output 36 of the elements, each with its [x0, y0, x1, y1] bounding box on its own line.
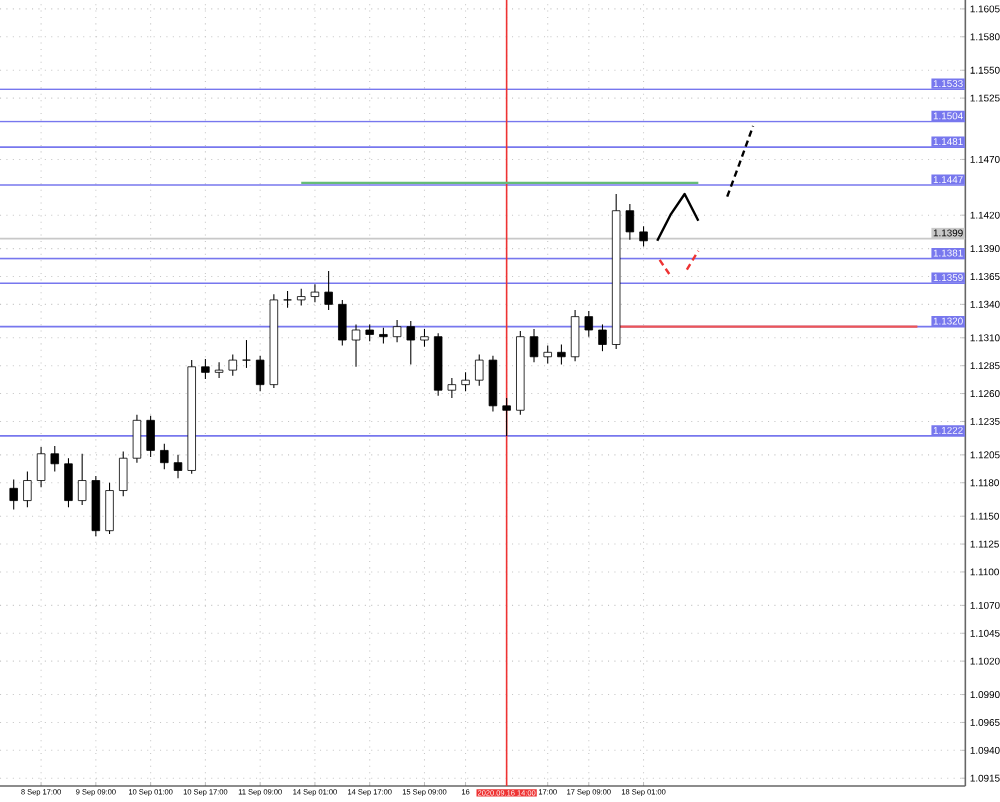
- candlestick: [160, 443, 169, 470]
- candlestick: [639, 225, 648, 247]
- candlestick: [201, 358, 210, 380]
- candlestick: [324, 270, 333, 311]
- candlestick: [406, 320, 416, 366]
- candlestick: [310, 283, 320, 303]
- candlestick: [23, 471, 32, 508]
- candlestick: [242, 339, 251, 369]
- candlestick: [502, 397, 511, 437]
- candlestick: [598, 323, 607, 352]
- candlestick: [119, 450, 128, 497]
- candlestick: [338, 299, 347, 347]
- candlestick: [77, 453, 87, 506]
- candlestick: [488, 355, 498, 412]
- candlestick: [529, 328, 539, 363]
- candlestick: [105, 482, 114, 535]
- candlestick: [461, 371, 470, 392]
- candlestick: [570, 309, 580, 362]
- candlestick: [392, 319, 402, 343]
- candlestick: [50, 445, 60, 473]
- candlestick: [228, 353, 238, 377]
- candlestick: [173, 454, 183, 479]
- candlestick: [475, 353, 484, 387]
- candlestick: [146, 415, 155, 458]
- candlestick: [447, 377, 457, 399]
- candlestick: [557, 343, 566, 366]
- line-series: [656, 192, 700, 243]
- candlestick: [214, 361, 224, 379]
- candlestick: [625, 203, 635, 241]
- candlestick: [351, 323, 361, 368]
- candlestick: [36, 446, 46, 488]
- candlestick: [132, 414, 142, 464]
- candlestick: [64, 457, 73, 508]
- candlestick: [9, 478, 18, 511]
- candlestick: [255, 355, 265, 392]
- candlestick: [584, 310, 594, 338]
